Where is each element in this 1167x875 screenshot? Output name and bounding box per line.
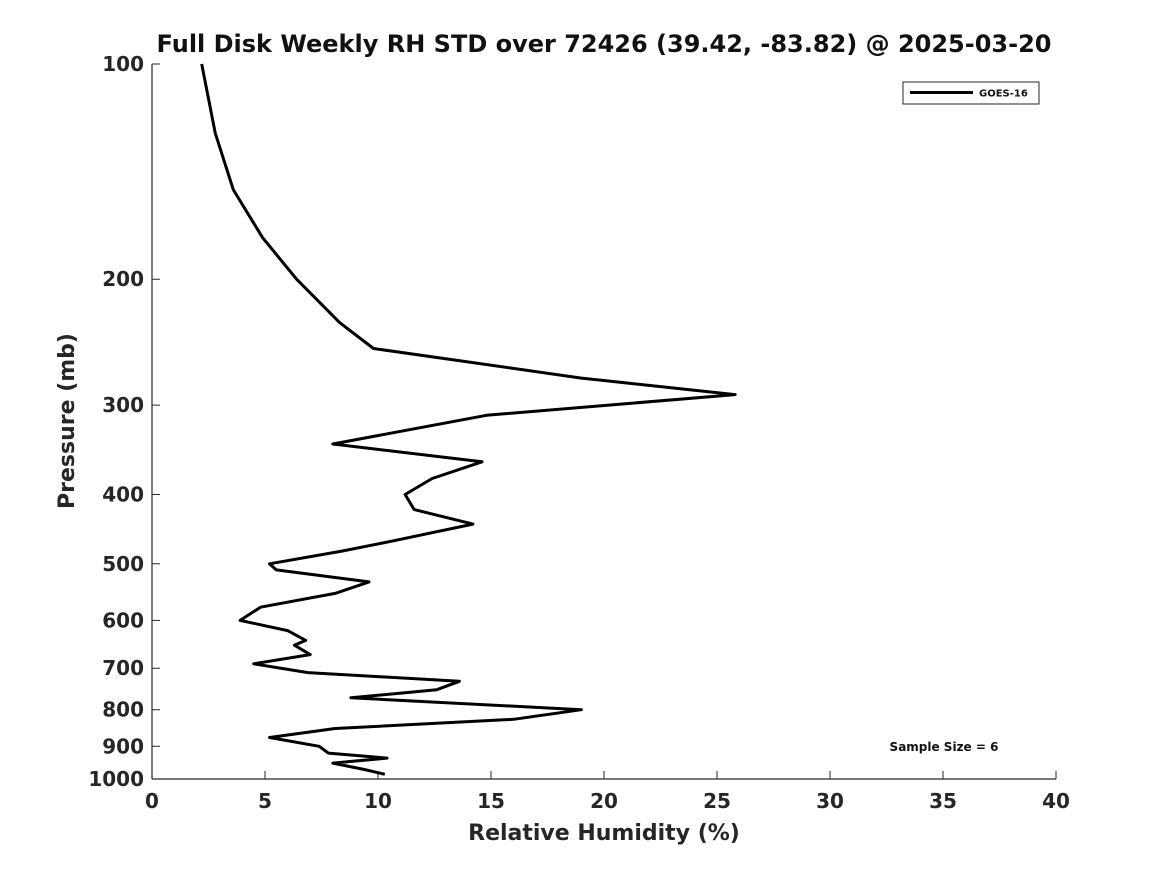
y-tick-label: 100 [102, 52, 144, 76]
x-tick-label: 15 [477, 789, 505, 813]
y-tick-label: 400 [102, 482, 144, 506]
x-tick-label: 10 [364, 789, 392, 813]
y-axis-label: Pressure (mb) [55, 333, 80, 509]
y-tick-label: 1000 [88, 767, 144, 791]
x-tick-label: 25 [703, 789, 731, 813]
series-line-goes-16 [200, 63, 737, 776]
x-tick-label: 20 [590, 789, 618, 813]
chart-title: Full Disk Weekly RH STD over 72426 (39.4… [157, 30, 1052, 58]
x-tick-label: 30 [816, 789, 844, 813]
y-tick-label: 500 [102, 552, 144, 576]
y-tick-label: 200 [102, 267, 144, 291]
legend: GOES-16 [902, 81, 1040, 105]
x-ticks: 0 5 10 15 20 25 30 35 40 [145, 771, 1070, 813]
x-tick-label: 0 [145, 789, 159, 813]
y-ticks: 100 200 300 400 500 600 700 800 900 1000 [88, 52, 160, 791]
sample-size-annotation: Sample Size = 6 [890, 740, 999, 754]
x-axis-label: Relative Humidity (%) [468, 821, 740, 846]
x-tick-label: 5 [258, 789, 272, 813]
y-tick-label: 900 [102, 734, 144, 758]
y-tick-label: 700 [102, 656, 144, 680]
y-tick-label: 300 [102, 393, 144, 417]
y-tick-label: 600 [102, 608, 144, 632]
y-tick-label: 800 [102, 698, 144, 722]
x-tick-label: 35 [929, 789, 957, 813]
x-tick-label: 40 [1042, 789, 1070, 813]
legend-label-goes-16: GOES-16 [979, 89, 1028, 100]
series-layer [200, 63, 737, 776]
